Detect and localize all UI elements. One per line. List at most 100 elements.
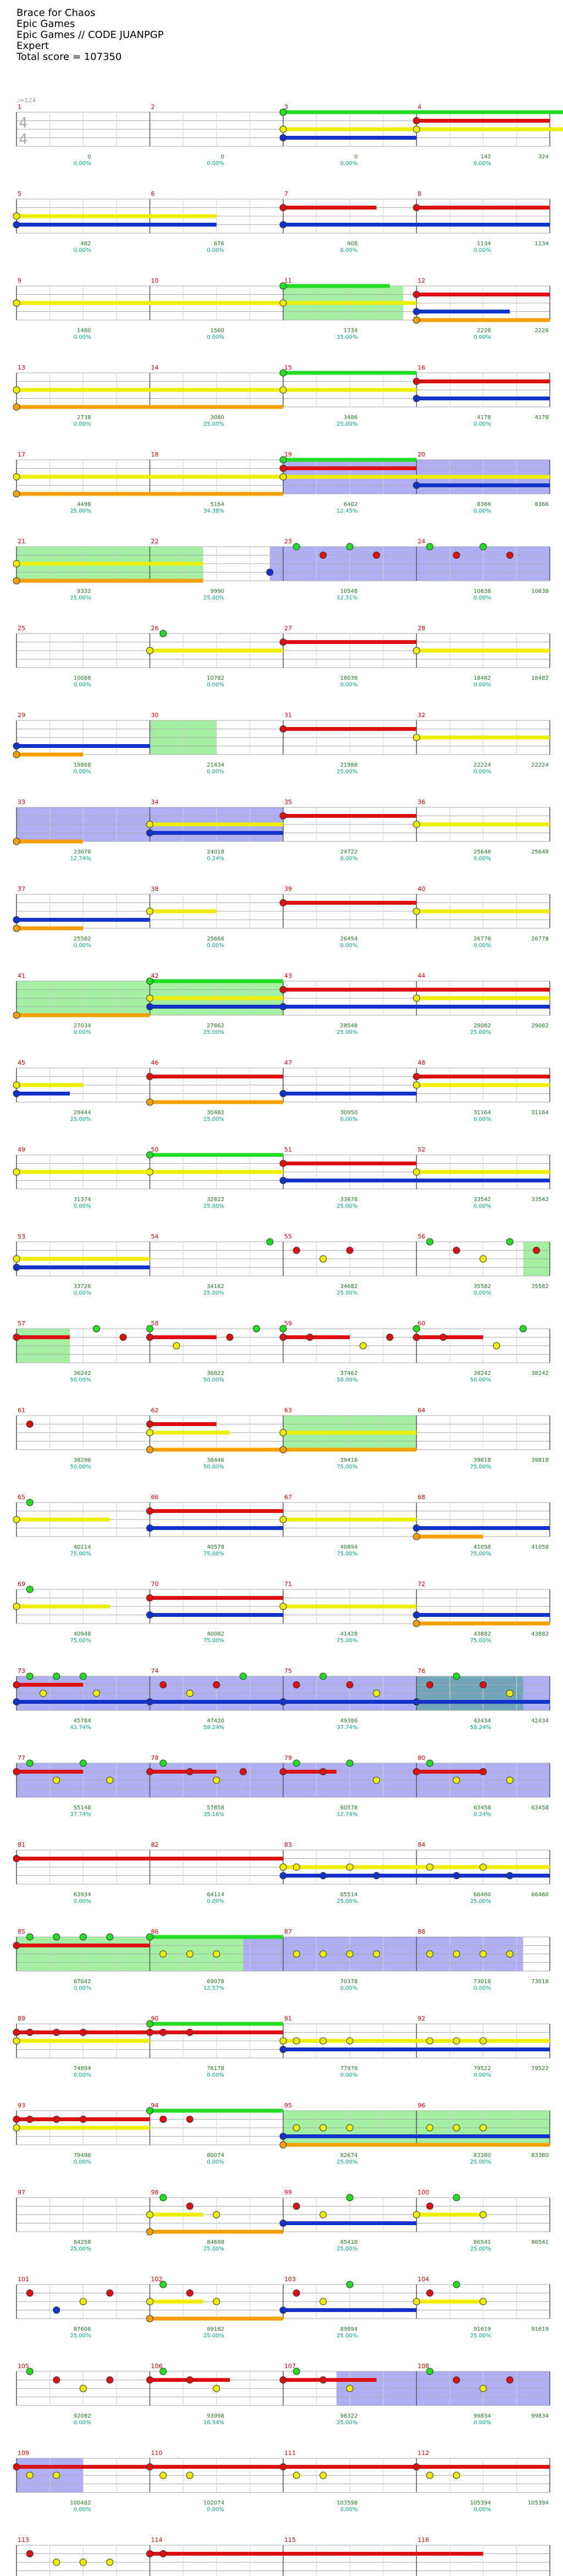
note-gem (40, 1689, 47, 1697)
note-gem (279, 1160, 287, 1167)
measure-score: 10548 (340, 588, 358, 595)
measure-score: 63458 (473, 1805, 491, 1811)
note-gem (292, 2203, 300, 2210)
note-gem (279, 2220, 287, 2227)
note-gem (479, 543, 487, 551)
overdrive-percent: 0.00% (340, 1985, 358, 1991)
note-gem (13, 490, 20, 498)
measure-score: 9990 (211, 588, 224, 595)
measure-score: 33542 (473, 1197, 491, 1203)
measure-number: 32 (418, 712, 426, 719)
measure-score: 89894 (340, 2326, 358, 2332)
measure-score: 84698 (207, 2239, 224, 2245)
measure-number: 4 (418, 103, 422, 111)
measure-number: 43 (284, 972, 292, 979)
measure-number: 96 (418, 2102, 426, 2109)
measure-number: 60 (418, 1320, 426, 1327)
overdrive-percent: 0.00% (207, 769, 224, 775)
note-gem (373, 1872, 380, 1879)
note-gem (159, 1950, 167, 1958)
note-gem (13, 1698, 20, 1705)
overdrive-percent: 0.00% (473, 334, 491, 340)
note-gem (426, 2289, 434, 2297)
measure-score: 47420 (207, 1718, 224, 1724)
measure-number: 29 (18, 712, 25, 719)
note-gem (292, 2037, 300, 2045)
note-gem (279, 473, 287, 481)
overdrive-percent: 0.00% (473, 247, 491, 254)
note-gem (479, 1681, 487, 1688)
note-gem (452, 2037, 460, 2045)
note-gem (146, 829, 153, 836)
note-gem (426, 1759, 434, 1767)
note-gem (146, 977, 153, 985)
note-gem (373, 1776, 380, 1784)
measure-number: 78 (151, 1754, 159, 1762)
note-gem (146, 1446, 153, 1454)
measure-score: 96322 (340, 2413, 358, 2419)
note-gem (79, 2298, 87, 2305)
note-gem (479, 1255, 487, 1263)
measure-number: 85 (18, 1928, 25, 1935)
note-gem (373, 1950, 380, 1958)
note-gem (319, 1950, 327, 1958)
note-gem (346, 2385, 354, 2392)
note-gem (146, 2107, 153, 2115)
note-gem (479, 1950, 487, 1958)
overdrive-percent: 25.00% (336, 2420, 357, 2426)
measure-score: 34182 (207, 1284, 224, 1290)
note-gem (413, 204, 420, 211)
note-gem (346, 2124, 354, 2132)
overdrive-percent: 25.00% (336, 769, 357, 775)
measure-number: 31 (284, 712, 292, 719)
measure-score: 4178 (477, 415, 491, 421)
overdrive-percent: 75.00% (336, 1551, 357, 1557)
note-gem (26, 2368, 34, 2375)
note-gem (53, 2029, 60, 2036)
note-gem (279, 369, 287, 377)
note-gem (186, 2289, 194, 2297)
row-total-score: 91619 (531, 2326, 549, 2332)
measure-number: 54 (151, 1233, 159, 1240)
measure-number: 112 (418, 2450, 429, 2457)
note-gem (26, 2289, 34, 2297)
note-gem (119, 1334, 127, 1341)
note-gem (146, 2463, 153, 2470)
measure-number: 27 (284, 625, 292, 632)
note-gem (13, 1090, 20, 1097)
song-title: Brace for Chaos (16, 7, 96, 19)
overdrive-percent: 25.00% (336, 2159, 357, 2165)
measure-number: 66 (151, 1494, 159, 1501)
note-gem (213, 1776, 220, 1784)
note-gem (279, 1698, 287, 1705)
note-gem (146, 2211, 153, 2219)
note-gem (146, 647, 153, 654)
note-gem (452, 2281, 460, 2288)
measure-number: 33 (18, 799, 25, 806)
note-gem (279, 2463, 287, 2470)
note-gem (292, 2289, 300, 2297)
measure-score: 36242 (74, 1370, 91, 1377)
note-gem (413, 1073, 420, 1080)
note-gem (26, 1933, 34, 1941)
overdrive-percent: 0.00% (473, 1985, 491, 1991)
overdrive-percent: 25.00% (470, 2246, 491, 2252)
note-gem (13, 2029, 20, 2036)
measure-score: 63934 (74, 1892, 91, 1898)
note-gem (306, 1334, 313, 1341)
note-gem (346, 1863, 354, 1871)
note-gem (506, 1872, 514, 1879)
measure-score: 43882 (473, 1631, 491, 1637)
overdrive-percent: 25.00% (336, 421, 357, 427)
measure-number: 90 (151, 2015, 159, 2022)
note-gem (159, 1759, 167, 1767)
overdrive-percent: 0.00% (340, 247, 358, 254)
measure-score: 3080 (211, 415, 224, 421)
measure-score: 22224 (473, 762, 491, 768)
measure-number: 58 (151, 1320, 159, 1327)
note-gem (13, 2116, 20, 2123)
measure-score: 676 (214, 241, 224, 247)
note-gem (319, 2376, 327, 2384)
overdrive-percent: 25.00% (203, 1116, 224, 1122)
note-gem (452, 1950, 460, 1958)
